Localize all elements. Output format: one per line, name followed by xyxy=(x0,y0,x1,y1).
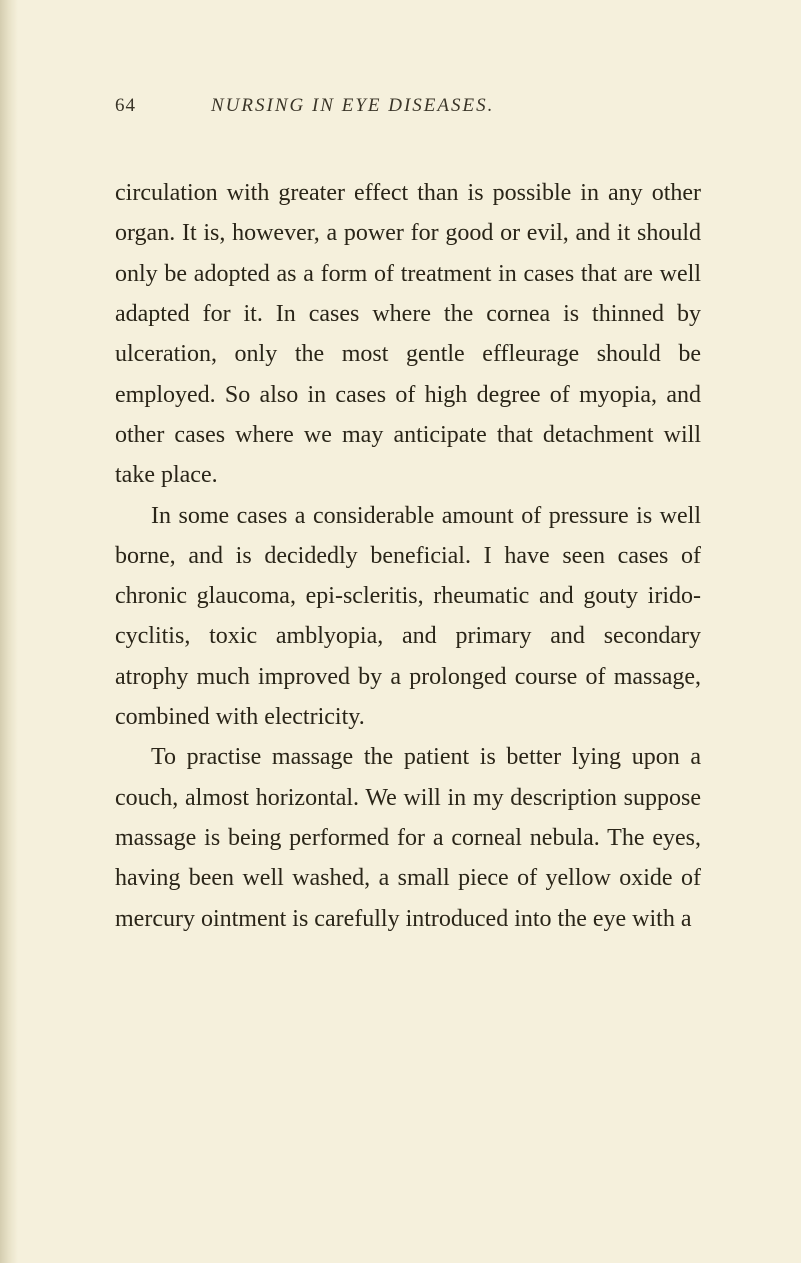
document-page: 64 NURSING IN EYE DISEASES. circulation … xyxy=(0,0,801,1263)
page-number: 64 xyxy=(115,95,136,117)
paragraph-3: To practise massage the patient is bette… xyxy=(115,737,701,939)
page-binding-edge xyxy=(0,0,18,1263)
page-header: 64 NURSING IN EYE DISEASES. xyxy=(115,95,701,117)
paragraph-1: circulation with greater effect than is … xyxy=(115,173,701,496)
body-text: circulation with greater effect than is … xyxy=(115,173,701,939)
paragraph-2: In some cases a considerable amount of p… xyxy=(115,496,701,738)
header-title: NURSING IN EYE DISEASES. xyxy=(211,95,494,117)
